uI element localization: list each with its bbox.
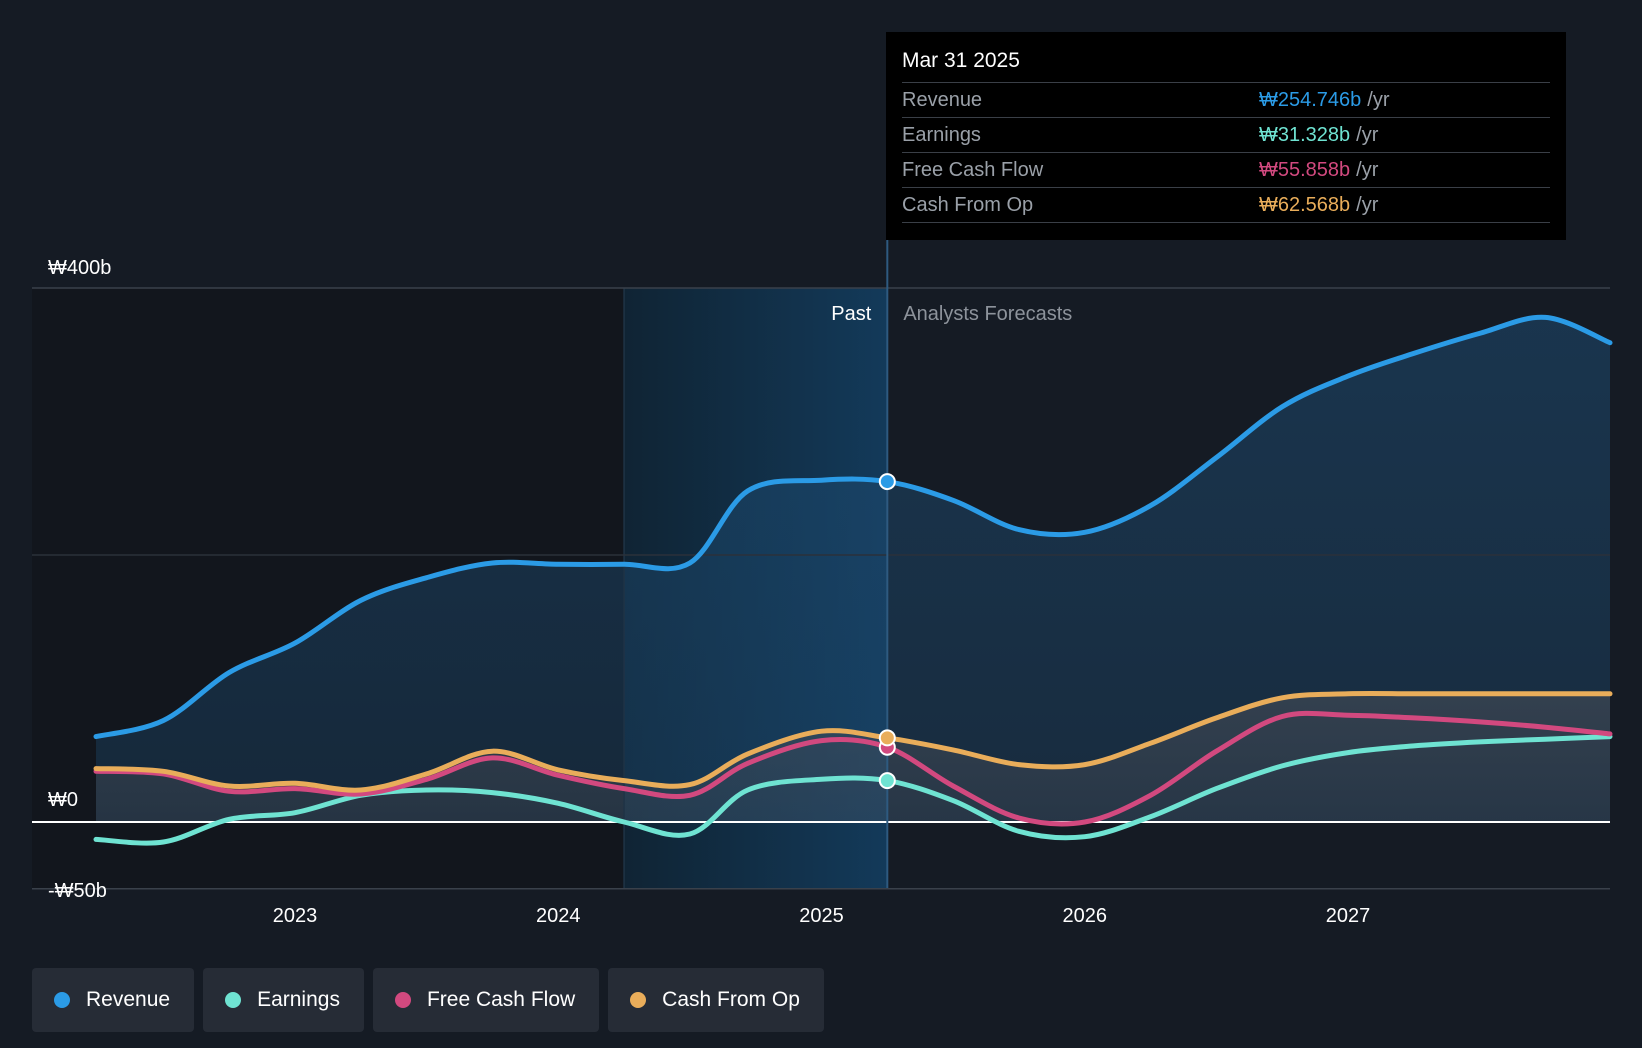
tooltip-value: ₩31.328b bbox=[1259, 123, 1351, 146]
earnings-marker bbox=[878, 772, 896, 790]
y-tick-label: -₩50b bbox=[48, 880, 107, 902]
revenue-line bbox=[93, 314, 1613, 740]
tooltip-label: Free Cash Flow bbox=[902, 158, 1044, 181]
tooltip-row-cfo: Cash From Op ₩62.568b /yr bbox=[902, 187, 1550, 223]
legend-label: Free Cash Flow bbox=[426, 988, 576, 1011]
tooltip-unit: /yr bbox=[1356, 158, 1379, 181]
legend-dot-icon bbox=[394, 992, 411, 1008]
tooltip-row-earnings: Earnings ₩31.328b /yr bbox=[902, 117, 1550, 152]
x-tick-label: 2023 bbox=[273, 905, 318, 927]
legend-label: Revenue bbox=[86, 988, 171, 1011]
past-label: Past bbox=[831, 303, 871, 325]
y-tick-label: ₩0 bbox=[48, 789, 78, 811]
tooltip-row-revenue: Revenue ₩254.746b /yr bbox=[902, 82, 1550, 117]
x-tick-label: 2026 bbox=[1063, 905, 1108, 927]
tooltip-unit: /yr bbox=[1367, 88, 1390, 111]
tooltip-unit: /yr bbox=[1356, 193, 1379, 216]
legend-dot-icon bbox=[54, 992, 70, 1008]
revenue-marker bbox=[878, 473, 896, 491]
forecast-label: Analysts Forecasts bbox=[903, 303, 1072, 325]
legend-dot-icon bbox=[225, 992, 242, 1008]
legend-dot-icon bbox=[630, 992, 647, 1008]
tooltip-value: ₩55.858b bbox=[1259, 158, 1351, 181]
tooltip-row-fcf: Free Cash Flow ₩55.858b /yr bbox=[902, 152, 1550, 187]
tooltip-value: ₩62.568b bbox=[1259, 193, 1351, 216]
tooltip-date: Mar 31 2025 bbox=[902, 49, 1020, 72]
y-tick-label: ₩400b bbox=[48, 257, 111, 279]
revenue-area bbox=[96, 317, 1610, 822]
legend-item-free-cash-flow[interactable]: Free Cash Flow bbox=[372, 968, 600, 1032]
legend-item-revenue[interactable]: Revenue bbox=[32, 968, 195, 1032]
cash-from-op-line bbox=[93, 691, 1613, 793]
tooltip-label: Cash From Op bbox=[902, 193, 1034, 216]
legend-label: Earnings bbox=[257, 988, 340, 1011]
free-cash-flow-line bbox=[93, 710, 1613, 827]
legend-item-earnings[interactable]: Earnings bbox=[203, 968, 364, 1032]
x-tick-label: 2025 bbox=[799, 905, 844, 927]
legend-item-cash-from-op[interactable]: Cash From Op bbox=[608, 968, 824, 1032]
tooltip-label: Earnings bbox=[902, 123, 981, 146]
x-tick-label: 2027 bbox=[1326, 905, 1371, 927]
x-tick-label: 2024 bbox=[536, 905, 581, 927]
tooltip: Mar 31 2025 Revenue ₩254.746b /yr Earnin… bbox=[886, 32, 1566, 240]
cash-from-op-marker bbox=[878, 729, 896, 747]
legend-label: Cash From Op bbox=[662, 988, 800, 1011]
tooltip-value: ₩254.746b bbox=[1259, 88, 1362, 111]
tooltip-label: Revenue bbox=[902, 88, 983, 111]
legend: Revenue Earnings Free Cash Flow Cash Fro… bbox=[32, 968, 824, 1032]
tooltip-unit: /yr bbox=[1356, 123, 1379, 146]
